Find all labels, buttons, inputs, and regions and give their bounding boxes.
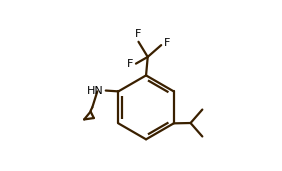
Text: HN: HN — [87, 86, 103, 96]
Text: F: F — [127, 60, 133, 69]
Text: F: F — [135, 29, 141, 39]
Text: F: F — [164, 38, 171, 48]
